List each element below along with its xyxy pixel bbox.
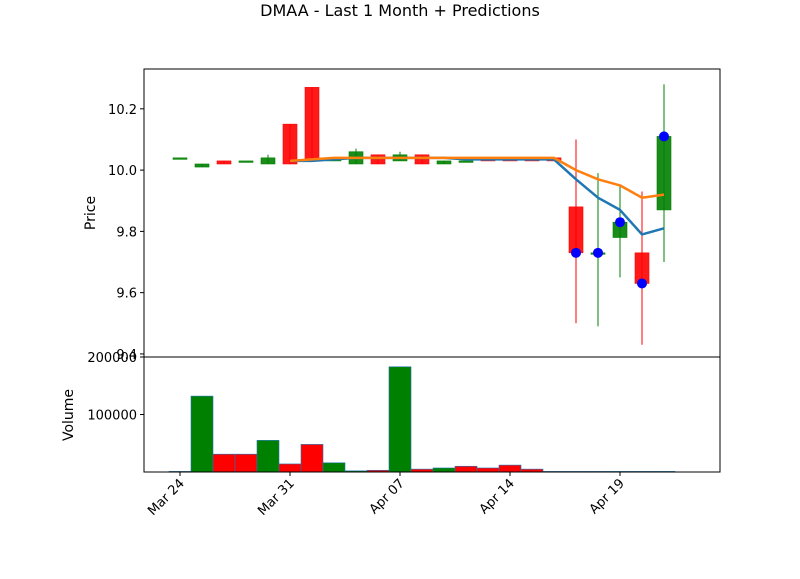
candle-body [304, 87, 320, 162]
chart-title: DMAA - Last 1 Month + Predictions [260, 1, 540, 20]
price-panel: 9.4 9.6 9.8 10.0 10.2 Price [83, 68, 721, 363]
volume-bar [498, 464, 522, 473]
price-axes-frame [143, 68, 721, 358]
volume-y-axis: 100000 200000 [87, 351, 144, 424]
price-y-tick-label: 10.0 [108, 164, 137, 179]
candle-body [238, 160, 254, 163]
x-tick-label: Mar 24 [145, 476, 188, 519]
prediction-marker [593, 247, 603, 258]
volume-bar [278, 463, 302, 473]
x-tick-label: Mar 31 [255, 476, 298, 519]
prediction-marker [615, 217, 625, 228]
volume-bar [234, 453, 258, 473]
price-y-tick-label: 10.2 [108, 103, 137, 118]
candle-body [260, 157, 276, 165]
prediction-marker [637, 278, 647, 289]
price-y-axis: 9.4 9.6 9.8 10.0 10.2 [108, 103, 144, 363]
volume-panel: 100000 200000 Volume [61, 351, 721, 473]
volume-bar [388, 366, 412, 473]
candle-body [172, 157, 188, 160]
candle-body [656, 136, 672, 211]
candle-body [370, 154, 386, 165]
prediction-marker [659, 131, 669, 142]
price-y-tick-label: 9.4 [116, 348, 137, 363]
candles [172, 84, 672, 345]
prediction-line-2 [289, 156, 665, 199]
prediction-lines [289, 156, 665, 236]
volume-bar [454, 465, 478, 473]
volume-bars [168, 366, 676, 473]
candle-body [568, 206, 584, 254]
volume-bar [300, 444, 324, 473]
prediction-markers [571, 131, 669, 289]
candle-body [216, 160, 232, 165]
price-y-label: Price [83, 196, 99, 230]
x-tick-label: Apr 07 [367, 476, 408, 517]
candle-body [436, 160, 452, 165]
candle-body [194, 163, 210, 168]
volume-bar [256, 440, 280, 473]
volume-y-tick-label: 100000 [87, 409, 137, 424]
volume-bar [432, 467, 456, 473]
prediction-marker [571, 247, 581, 258]
candle-body [458, 160, 474, 163]
candle-body [414, 154, 430, 165]
prediction-line-1 [290, 156, 665, 236]
volume-bar [212, 453, 236, 473]
x-tick-label: Apr 19 [587, 476, 628, 517]
price-y-tick-label: 9.8 [116, 225, 137, 240]
x-axis: Mar 24 Mar 31 Apr 07 Apr 14 Apr 19 [145, 472, 628, 519]
volume-y-tick-label: 200000 [87, 351, 137, 366]
volume-axes-frame [143, 356, 721, 473]
volume-bar [322, 462, 346, 473]
volume-bar [476, 467, 500, 473]
candle-body [282, 123, 298, 165]
volume-bar [190, 395, 214, 473]
x-tick-label: Apr 14 [477, 476, 518, 517]
price-y-tick-label: 9.6 [116, 287, 137, 302]
volume-y-label: Volume [61, 389, 77, 441]
